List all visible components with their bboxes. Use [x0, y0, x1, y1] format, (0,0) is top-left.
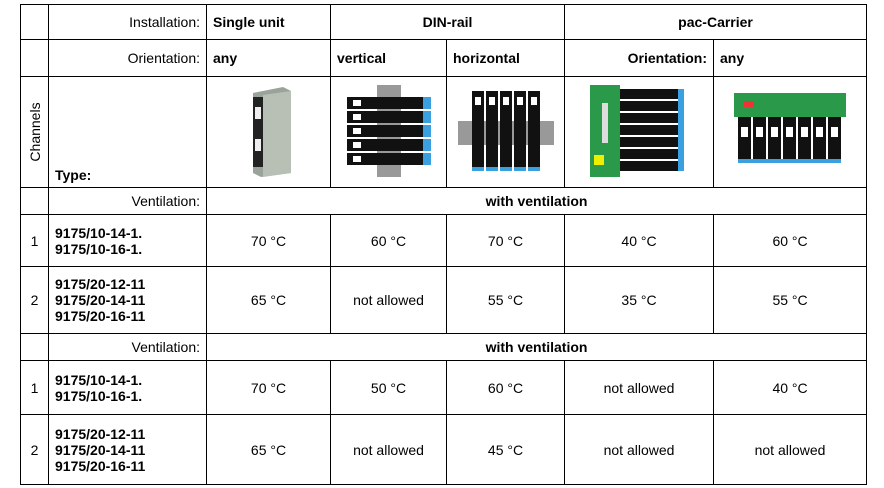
types: 9175/10-14-1. 9175/10-16-1.: [48, 360, 207, 415]
cell: [20, 39, 49, 77]
temperature: 50 °C: [330, 360, 447, 415]
temperature: not allowed: [330, 266, 447, 334]
type: 9175/10-14-1.: [55, 224, 143, 241]
channel: 2: [20, 414, 49, 485]
orientation: any: [206, 39, 331, 77]
group: pac-Carrier: [564, 4, 868, 40]
channel: 1: [20, 360, 49, 415]
ventilation-label: Ventilation:: [48, 333, 207, 361]
temperature: 55 °C: [713, 266, 868, 334]
orientation: any: [713, 39, 868, 77]
temperature: 40 °C: [564, 214, 715, 267]
type: 9175/10-16-1.: [55, 240, 143, 257]
label: Installation:: [48, 4, 207, 40]
temperature: not allowed: [713, 414, 868, 485]
temperature: 70 °C: [206, 214, 331, 267]
temperature: 60 °C: [330, 214, 447, 267]
types: 9175/20-12-11 9175/20-14-11 9175/20-16-11: [48, 414, 207, 485]
temperature: not allowed: [564, 414, 715, 485]
ventilation-label: Ventilation:: [48, 187, 207, 215]
derating-table: Installation: Single unit DIN-rail pac-C…: [20, 4, 868, 485]
cell: [20, 333, 49, 361]
type-label: Type:: [48, 76, 207, 188]
temperature: 65 °C: [206, 414, 331, 485]
temperature: 35 °C: [564, 266, 715, 334]
type: 9175/20-14-11: [55, 292, 146, 308]
temperature: 40 °C: [713, 360, 868, 415]
channels-cell: Channels: [20, 76, 49, 188]
type: 9175/20-14-11: [55, 441, 146, 458]
image-cell: [564, 76, 715, 188]
vertical-image: [346, 84, 431, 177]
channel: 2: [20, 266, 49, 334]
data-row: 2 9175/20-12-11 9175/20-14-11 9175/20-16-11…: [20, 414, 868, 485]
group: DIN-rail: [329, 4, 566, 40]
temperature: not allowed: [330, 414, 447, 485]
temperature: 60 °C: [713, 214, 868, 267]
temperature: not allowed: [564, 360, 715, 415]
ventilation-row: Ventilation: with ventilation: [20, 333, 868, 361]
type: 9175/20-16-11: [55, 457, 146, 474]
image-cell: [330, 76, 447, 188]
pac-vertical-image: [590, 84, 685, 177]
orientation: Orientation:: [564, 39, 715, 77]
type: 9175/20-12-11: [55, 276, 146, 292]
horizontal-image: [457, 90, 554, 171]
type: 9175/10-16-1.: [55, 387, 143, 404]
ventilation: with ventilation: [205, 187, 868, 215]
temperature: 70 °C: [445, 214, 566, 267]
channels-label: Channels: [26, 102, 43, 162]
cell: [20, 187, 49, 215]
temperature: 45 °C: [445, 414, 566, 485]
data-row: 2 9175/20-12-11 9175/20-14-11 9175/20-16-11…: [20, 266, 868, 334]
channel: 1: [20, 214, 49, 267]
type: 9175/20-16-11: [55, 308, 146, 324]
orientation: horizontal: [445, 39, 566, 77]
single-unit-image: [252, 86, 291, 177]
label: Orientation:: [48, 39, 207, 77]
temperature: 60 °C: [445, 360, 566, 415]
image-cell: [713, 76, 868, 188]
cell: [20, 4, 49, 40]
pac-horizontal-image: [734, 92, 847, 163]
data-row: 1 9175/10-14-1. 9175/10-16-1. 70 °C 50 °C 60 …: [20, 360, 868, 415]
orientation: vertical: [330, 39, 447, 77]
type: 9175/10-14-1.: [55, 371, 143, 388]
temperature: 65 °C: [206, 266, 331, 334]
types: 9175/10-14-1. 9175/10-16-1.: [48, 214, 207, 267]
type: 9175/20-12-11: [55, 425, 146, 442]
types: 9175/20-12-11 9175/20-14-11 9175/20-16-11: [48, 266, 207, 334]
temperature: 70 °C: [206, 360, 331, 415]
image-cell: [206, 76, 331, 188]
group: Single unit: [206, 4, 331, 40]
ventilation-row: Ventilation: with ventilation: [20, 187, 868, 215]
temperature: 55 °C: [445, 266, 566, 334]
ventilation: with ventilation: [205, 333, 868, 361]
image-cell: [445, 76, 566, 188]
data-row: 1 9175/10-14-1. 9175/10-16-1. 70 °C 60 °C 70 …: [20, 214, 868, 267]
